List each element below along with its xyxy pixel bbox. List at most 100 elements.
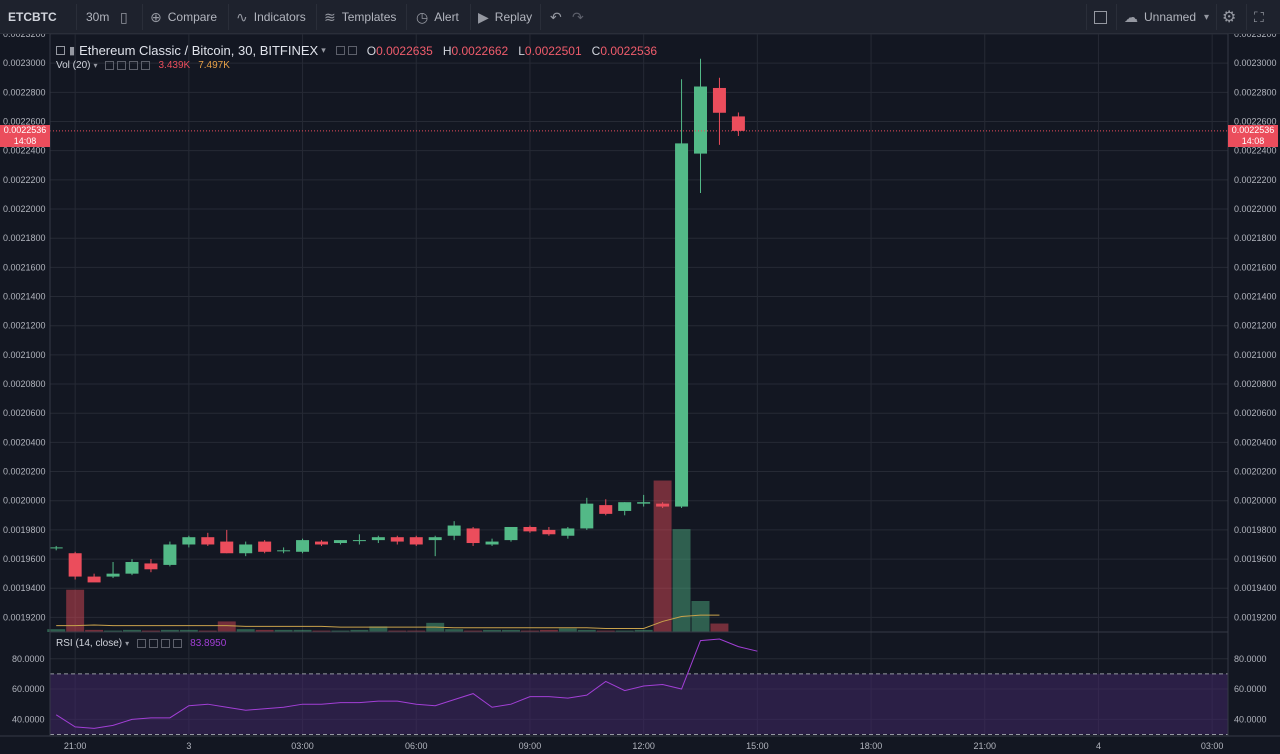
price-tick-label-left: 0.0022200 <box>3 175 46 185</box>
candle-body <box>144 563 158 570</box>
price-tick-label-right: 0.0019800 <box>1234 525 1277 535</box>
price-tick-label-left: 0.0022600 <box>3 117 46 127</box>
volume-bar <box>274 629 293 632</box>
volume-bar <box>502 629 520 632</box>
volume-bar <box>331 630 350 632</box>
price-tick-label-right: 0.0020600 <box>1234 408 1277 418</box>
top-toolbar: ETCBTC 30m ▯ ⊕ Compare ∿ Indicators ≋ Templ… <box>0 0 1280 34</box>
save-layout-button[interactable]: ☁ Unnamed ▾ <box>1124 8 1210 25</box>
candle-body <box>599 505 613 514</box>
legend-eye-icon[interactable] <box>335 46 345 55</box>
collapse-icon[interactable] <box>56 46 65 55</box>
legend-settings-icon[interactable] <box>347 46 357 55</box>
candle-body <box>333 540 347 544</box>
rsi-menu-icon[interactable]: ▾ <box>125 639 130 648</box>
layout-toggle-button[interactable] <box>1094 0 1107 34</box>
candle-body <box>447 525 461 536</box>
candle-body <box>561 528 575 536</box>
price-tick-label-right: 0.0023200 <box>1234 34 1277 39</box>
indicators-button[interactable]: ∿ Indicators <box>236 8 306 25</box>
candle-body <box>675 143 689 507</box>
candle-body <box>352 540 366 542</box>
volume-add-icon[interactable] <box>129 61 139 70</box>
rsi-tick-label-left: 80.0000 <box>12 654 45 664</box>
redo-icon: ↷ <box>572 8 584 25</box>
volume-bar <box>558 628 577 632</box>
price-tick-label-left: 0.0021800 <box>3 233 46 243</box>
volume-bar <box>312 630 331 632</box>
compare-button[interactable]: ⊕ Compare <box>150 8 218 25</box>
chart-style-button[interactable]: ▯ <box>120 0 134 34</box>
rsi-eye-icon[interactable] <box>137 639 147 648</box>
main-series-legend[interactable]: ▮ Ethereum Classic / Bitcoin, 30, BITFIN… <box>56 43 657 58</box>
replay-button[interactable]: ▶ Replay <box>478 8 533 25</box>
candle-body <box>523 526 537 532</box>
gear-icon: ⚙ <box>1222 9 1237 26</box>
time-tick-label: 15:00 <box>746 741 769 751</box>
volume-bar <box>520 630 539 632</box>
time-tick-label: 06:00 <box>405 741 428 751</box>
candle-body <box>201 537 215 545</box>
open-label: O <box>366 43 377 58</box>
candle-body <box>637 502 651 504</box>
candle-body <box>466 528 480 544</box>
time-tick-label: 18:00 <box>860 741 883 751</box>
alert-clock-icon: ◷ <box>416 8 429 25</box>
rsi-tick-label-right: 60.0000 <box>1234 684 1267 694</box>
volume-value: 3.439K <box>158 60 191 71</box>
symbol-menu-icon[interactable]: ▾ <box>321 45 326 55</box>
fullscreen-button[interactable]: ⛶ <box>1254 0 1270 34</box>
volume-menu-icon[interactable]: ▾ <box>93 61 98 70</box>
rsi-tick-label-left: 60.0000 <box>12 684 45 694</box>
price-tick-label-right: 0.0022800 <box>1234 87 1277 97</box>
candles-icon: ▯ <box>120 8 128 25</box>
rsi-legend[interactable]: RSI (14, close) ▾ 83.8950 <box>56 638 226 649</box>
price-tick-label-right: 0.0020200 <box>1234 467 1277 477</box>
price-tick-label-right: 0.0021200 <box>1234 321 1277 331</box>
rsi-close-icon[interactable] <box>173 639 183 648</box>
volume-bar <box>710 623 729 632</box>
price-tick-label-right: 0.0020800 <box>1234 379 1277 389</box>
rsi-band <box>50 673 1228 735</box>
volume-bar <box>255 629 274 632</box>
volume-close-icon[interactable] <box>141 61 151 70</box>
open-value: 0.0022635 <box>376 43 433 58</box>
candle-body <box>371 537 385 541</box>
time-tick-label: 09:00 <box>519 741 542 751</box>
volume-eye-icon[interactable] <box>105 61 115 70</box>
alert-button[interactable]: ◷ Alert <box>416 8 459 25</box>
rsi-add-icon[interactable] <box>161 639 171 648</box>
price-tick-label-left: 0.0022800 <box>3 87 46 97</box>
chart-canvas[interactable]: 0.0023200 0.0023200 0.0023000 0.0023000 0.00… <box>0 34 1280 754</box>
volume-bar <box>217 621 236 632</box>
volume-bar <box>539 629 558 632</box>
volume-bar <box>369 626 388 632</box>
volume-legend[interactable]: Vol (20) ▾ 3.439K 7.497K <box>56 60 230 71</box>
rsi-label: RSI (14, close) <box>56 638 123 649</box>
close-value: 0.0022536 <box>600 43 658 58</box>
price-tick-label-right: 0.0021400 <box>1234 292 1277 302</box>
templates-icon: ≋ <box>324 8 336 25</box>
volume-bar <box>672 529 691 632</box>
candle-body <box>125 561 139 574</box>
volume-bar <box>634 629 653 632</box>
rsi-value: 83.8950 <box>190 638 227 649</box>
settings-button[interactable]: ⚙ <box>1222 0 1242 34</box>
price-tick-label-right: 0.0021000 <box>1234 350 1277 360</box>
candle-body <box>656 503 670 507</box>
rsi-settings-icon[interactable] <box>149 639 159 648</box>
undo-button[interactable]: ↶ <box>550 0 568 34</box>
volume-label: Vol (20) <box>56 60 91 71</box>
interval-button[interactable]: 30m <box>86 10 110 24</box>
volume-bar <box>615 630 634 632</box>
price-tick-label-left: 0.0021000 <box>3 350 46 360</box>
volume-settings-icon[interactable] <box>117 61 127 70</box>
rsi-tick-label-right: 80.0000 <box>1234 654 1267 664</box>
redo-button[interactable]: ↷ <box>572 0 590 34</box>
price-tick-label-right: 0.0019400 <box>1234 583 1277 593</box>
candle-body <box>694 86 707 154</box>
price-tick-label-left: 0.0019400 <box>3 583 46 593</box>
templates-button[interactable]: ≋ Templates <box>324 8 397 25</box>
symbol-search-button[interactable]: ETCBTC <box>8 10 57 24</box>
volume-bar <box>179 629 198 632</box>
